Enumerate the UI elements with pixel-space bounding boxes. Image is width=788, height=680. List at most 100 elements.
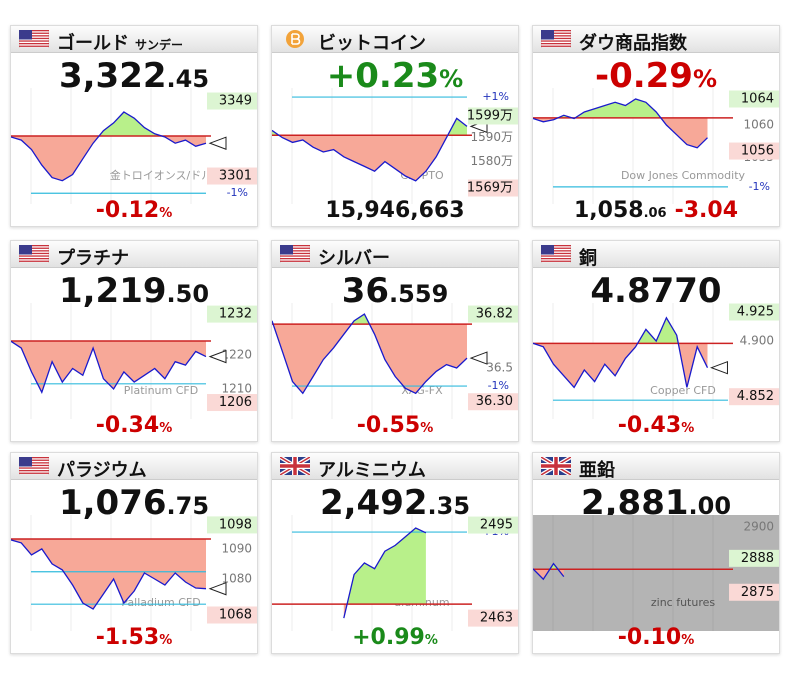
high-tag-bg [207, 516, 257, 534]
price-text: % [681, 633, 695, 648]
high-tag: 1232 [219, 307, 252, 322]
flag-icon [541, 457, 571, 475]
y-tick-label: 1580万 [470, 154, 513, 168]
y-tick-label: 1220 [221, 347, 252, 361]
price-line: 1,058.06 -3.04 [533, 198, 779, 223]
price-text: -1.53 [95, 625, 160, 650]
low-tag: 1056 [741, 144, 774, 159]
current-pointer [469, 351, 488, 365]
flag-stripe [19, 252, 49, 255]
name-sub: サンデー [135, 38, 184, 52]
flag-stripe [19, 258, 49, 260]
price-line [272, 313, 468, 395]
flag-stripe [19, 32, 49, 34]
y-tick-label: 36.5 [486, 361, 513, 375]
low-tag: 3301 [219, 169, 252, 184]
low-tag: 2463 [480, 611, 513, 626]
name-text: パラジウム [57, 460, 147, 481]
high-tag-bg [207, 305, 257, 323]
flag-icon [541, 30, 571, 48]
flag-stripe [19, 467, 49, 469]
flag-icon [541, 245, 571, 263]
price-text: % [159, 421, 173, 436]
flag-stripe [280, 250, 310, 252]
price-text: % [424, 633, 438, 648]
low-tag-bg [468, 179, 518, 197]
price-line: 3,322.45 [11, 56, 257, 96]
price-line [11, 539, 207, 610]
y-tick-label: 1080 [221, 571, 252, 585]
price-line: -1.53% [11, 625, 257, 650]
low-tag: 2875 [741, 585, 774, 600]
flag-stripe [541, 35, 571, 37]
low-tag: 1569万 [467, 181, 513, 196]
flag-stripe [541, 43, 571, 45]
flag-stripe [19, 35, 49, 37]
card-name: 銅 [579, 244, 597, 270]
card: パラジウム 1,076.75 Palladium CFD 1090 1080 1098 10… [10, 452, 258, 654]
price-text: 15,946,663 [325, 198, 465, 223]
area-up [533, 99, 708, 118]
price-text: -3.04 [674, 198, 739, 223]
flag-canton [541, 30, 554, 40]
flag-stripe [19, 45, 49, 47]
price-line: -0.10% [533, 625, 779, 650]
flag-stripe [19, 40, 49, 42]
price-text: 2,492 [319, 483, 428, 523]
price-text: -0.29 [594, 56, 693, 96]
flag-stripe [541, 250, 571, 252]
high-tag-bg [468, 107, 518, 125]
flag-stripe [541, 30, 571, 32]
name-text: シルバー [318, 248, 390, 269]
band-label: -1% [749, 180, 770, 193]
price-line: +0.23% [272, 56, 518, 96]
card-header: シルバー [272, 241, 518, 269]
watermark: Platinum CFD [124, 384, 198, 397]
low-tag: 1068 [219, 607, 252, 622]
area-down [533, 343, 708, 388]
flag-stripe [280, 247, 310, 249]
flag-canton [280, 245, 293, 255]
card-name: 亜鉛 [579, 456, 615, 482]
price-text: .559 [389, 280, 449, 308]
price-line: 2,492.35 [272, 483, 518, 523]
flag-stripe [280, 252, 310, 255]
high-tag-bg [207, 92, 257, 110]
card: 亜鉛 2,881.00 zinc futures 2900 2888 2875 -0.10% [532, 452, 780, 654]
price-text: -0.43 [617, 413, 682, 438]
chart-background [533, 515, 779, 631]
area-down [533, 569, 564, 580]
low-tag-bg [468, 393, 518, 411]
high-tag: 4.925 [737, 305, 774, 320]
card: 銅 4.8770 Copper CFD 4.900 4.925 4.852 -0.43% [532, 240, 780, 442]
flag-icon [19, 245, 49, 263]
name-text: ビットコイン [318, 33, 426, 54]
mini-chart: Copper CFD 4.900 4.925 4.852 [533, 303, 779, 419]
high-tag-bg [729, 549, 779, 567]
flag-stripe [541, 255, 571, 257]
card-name: ビットコイン [318, 29, 426, 55]
watermark: zinc futures [651, 596, 716, 609]
high-tag-bg [468, 305, 518, 323]
price-text: 1,219 [58, 271, 167, 311]
price-line: 1,076.75 [11, 483, 257, 523]
low-tag: 4.852 [737, 389, 774, 404]
area-down [272, 135, 467, 181]
flag-stripe [541, 247, 571, 249]
price-line [533, 98, 708, 149]
price-line: -0.12% [11, 198, 257, 223]
price-line: +0.99% [272, 625, 518, 650]
name-text: プラチナ [57, 248, 129, 269]
flag-stripe [541, 37, 571, 40]
coin-mark [291, 33, 301, 45]
name-text: 亜鉛 [579, 460, 615, 481]
card-header: 亜鉛 [533, 453, 779, 482]
flag-stripe [19, 255, 49, 257]
current-pointer [710, 360, 728, 375]
price-text: % [159, 206, 173, 221]
flag-stripe [19, 43, 49, 45]
high-tag: 2888 [741, 551, 774, 566]
